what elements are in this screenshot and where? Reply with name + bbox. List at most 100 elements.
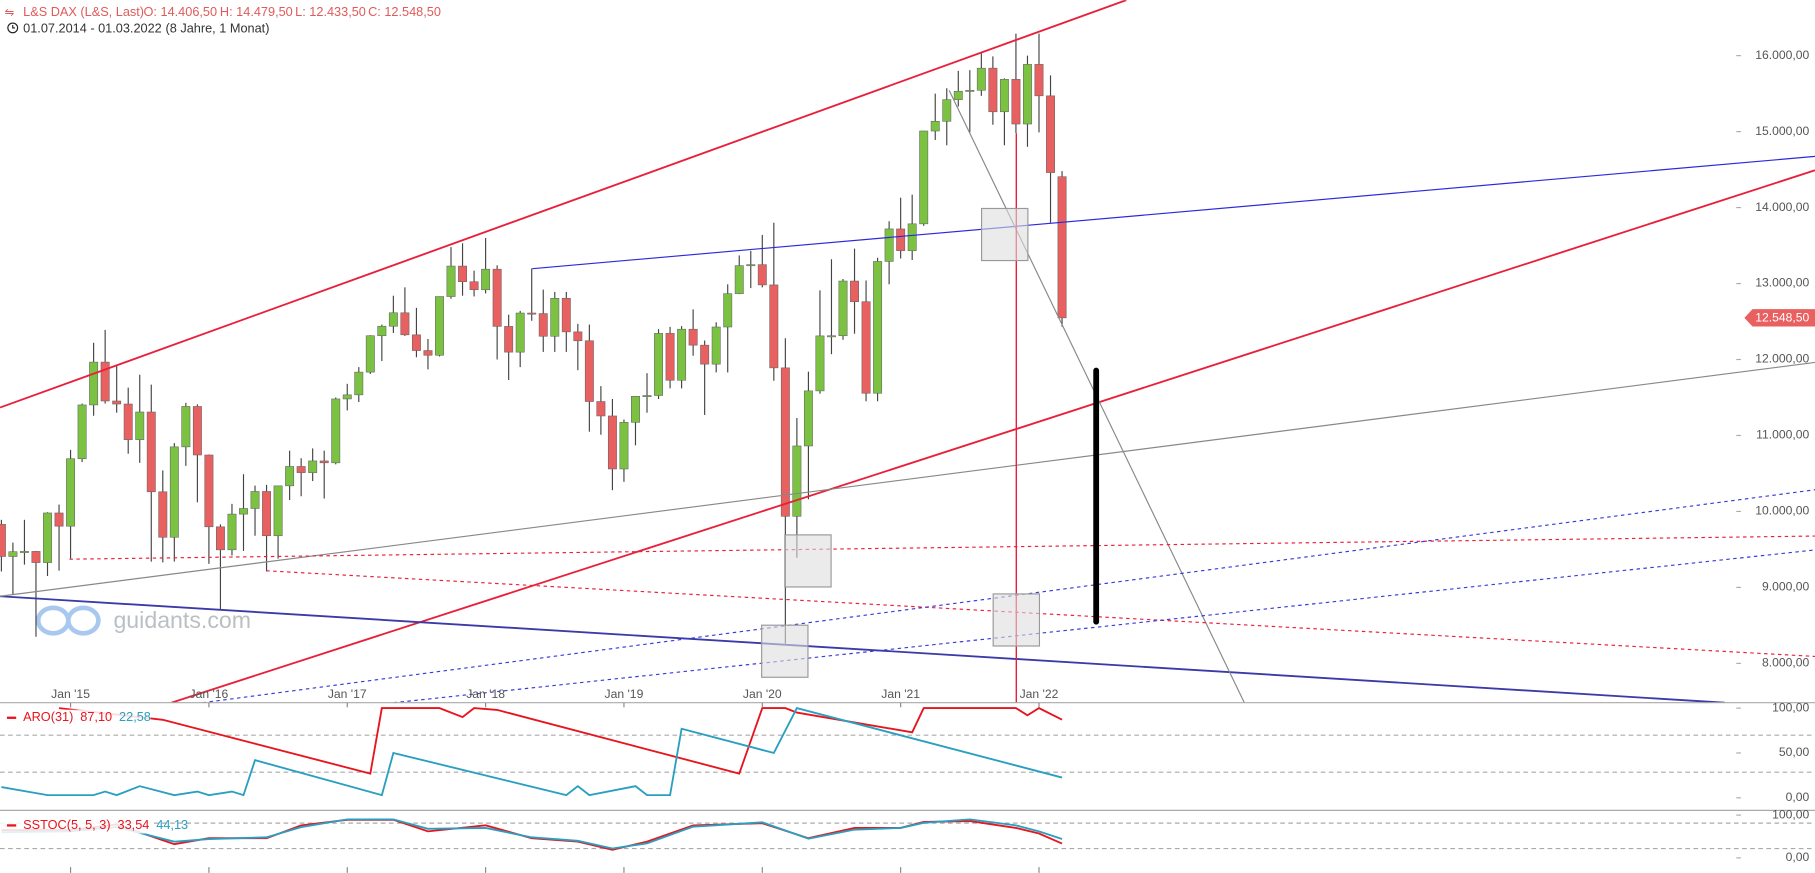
candle-body bbox=[8, 551, 18, 557]
candle-body bbox=[550, 297, 560, 337]
candle-body bbox=[19, 551, 29, 553]
highlight-box bbox=[784, 534, 832, 588]
candle-body bbox=[515, 312, 525, 353]
ohlc-open: O: 14.406,50 bbox=[144, 4, 218, 19]
candle-body bbox=[504, 326, 514, 353]
last-price-label: 12.548,50 bbox=[1755, 311, 1809, 325]
candle-body bbox=[423, 350, 433, 356]
indicator-title: SSTOC(5, 5, 3) bbox=[23, 817, 110, 832]
candle-body bbox=[262, 491, 272, 537]
clock-icon bbox=[12, 24, 16, 29]
candle-body bbox=[1023, 64, 1032, 125]
candle-body bbox=[89, 361, 99, 406]
candle-body bbox=[677, 328, 687, 381]
candle-body bbox=[66, 458, 76, 527]
candle-body bbox=[896, 228, 906, 251]
candle-body bbox=[123, 403, 133, 440]
indicator-title: ARO(31) bbox=[23, 709, 73, 724]
candle-body bbox=[204, 454, 214, 528]
candle-body bbox=[642, 395, 652, 397]
legend-bg bbox=[0, 817, 151, 834]
candle-body bbox=[1057, 176, 1067, 319]
candle-body bbox=[239, 508, 248, 515]
candle-body bbox=[746, 264, 756, 267]
y-tick-label: 15.000,00 bbox=[1755, 124, 1809, 138]
candle-body bbox=[654, 333, 663, 396]
y-tick-label: 14.000,00 bbox=[1755, 200, 1809, 214]
candle-body bbox=[1011, 79, 1021, 125]
candle-body bbox=[158, 491, 168, 538]
candle-body bbox=[285, 466, 295, 487]
indicator-line bbox=[1, 818, 1063, 850]
trendline bbox=[171, 169, 1815, 703]
trendline bbox=[532, 155, 1815, 270]
candle-body bbox=[769, 284, 779, 369]
indicator-value: 44,13 bbox=[156, 817, 188, 832]
candle-body bbox=[561, 297, 571, 333]
candle-body bbox=[377, 325, 387, 337]
candle-body bbox=[965, 89, 975, 92]
candle-body bbox=[181, 406, 191, 448]
candle-body bbox=[688, 328, 698, 346]
candle-body bbox=[227, 513, 237, 551]
candle-body bbox=[388, 312, 398, 327]
candle-body bbox=[976, 67, 986, 91]
period-note: (8 Jahre, 1 Monat) bbox=[166, 20, 270, 35]
candle-body bbox=[100, 361, 110, 402]
candle-body bbox=[319, 460, 329, 464]
ohlc-low: L: 12.433,50 bbox=[295, 4, 366, 19]
candle-body bbox=[527, 312, 537, 315]
candle-body bbox=[584, 340, 594, 402]
instrument-title: L&S DAX (L&S, Last) bbox=[23, 4, 144, 19]
candle-body bbox=[331, 398, 341, 464]
x-tick-label: Jan '21 bbox=[881, 687, 920, 701]
candle-body bbox=[365, 335, 375, 373]
candle-body bbox=[711, 326, 721, 365]
candle-body bbox=[792, 445, 802, 517]
candle-body bbox=[803, 390, 813, 447]
trendline bbox=[0, 595, 1725, 703]
candle-body bbox=[469, 281, 479, 291]
highlight-box bbox=[981, 207, 1029, 262]
watermark-logo bbox=[65, 605, 101, 636]
candle-body bbox=[723, 293, 733, 328]
candle-body bbox=[596, 401, 606, 417]
candle-body bbox=[942, 99, 952, 122]
candle-body bbox=[492, 268, 502, 327]
trendline bbox=[0, 361, 1815, 597]
clock-icon bbox=[7, 22, 19, 34]
indicator-line bbox=[58, 707, 1063, 775]
candle-body bbox=[273, 485, 283, 537]
x-tick-label: Jan '15 bbox=[51, 687, 90, 701]
candle-body bbox=[54, 512, 64, 527]
sstoc-panel bbox=[1, 818, 1063, 851]
price-plot bbox=[0, 33, 1067, 644]
candle-body bbox=[665, 333, 675, 381]
candle-body bbox=[458, 265, 468, 283]
candle-body bbox=[827, 335, 836, 338]
y-tick-label: 10.000,00 bbox=[1755, 504, 1809, 518]
candle-body bbox=[907, 223, 917, 251]
indicator-value: 87,10 bbox=[80, 709, 112, 724]
candle-body bbox=[838, 280, 848, 337]
candle-body bbox=[930, 120, 940, 132]
drawings bbox=[0, 0, 1815, 703]
candle-body bbox=[0, 524, 6, 557]
header: ⇋ L&S DAX (L&S, Last) O: 14.406,50 H: 14… bbox=[5, 4, 441, 35]
candle-body bbox=[919, 130, 929, 225]
candle-body bbox=[135, 411, 145, 440]
candle-body bbox=[215, 526, 225, 551]
highlight-box bbox=[761, 624, 809, 678]
candle-body bbox=[435, 296, 444, 356]
period: 01.07.2014 - 01.03.2022 bbox=[23, 20, 162, 35]
indicator-line bbox=[1, 707, 1063, 797]
ohlc-high: H: 14.479,50 bbox=[220, 4, 293, 19]
candle-body bbox=[780, 367, 790, 517]
candle-body bbox=[757, 264, 767, 286]
x-tick-label: Jan '18 bbox=[466, 687, 505, 701]
aro-panel bbox=[1, 707, 1063, 797]
candle-body bbox=[342, 394, 352, 400]
candle-body bbox=[400, 312, 410, 336]
candle-body bbox=[988, 67, 998, 113]
